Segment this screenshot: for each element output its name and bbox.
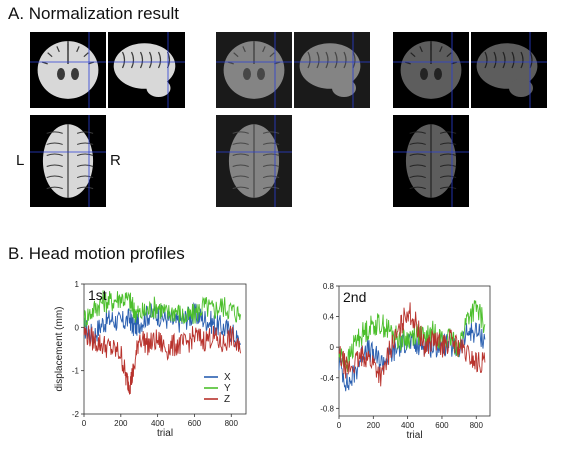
plot-frame: [338, 285, 491, 417]
y-axis-label: displacement (mm): [54, 306, 65, 391]
x-tick-label: 200: [114, 419, 128, 428]
y-tick-label: 1: [75, 280, 80, 289]
y-tick-label: 0: [75, 323, 80, 332]
y-tick-label: 0.4: [323, 313, 335, 322]
legend-label-x: X: [224, 372, 231, 383]
x-tick-label: 400: [401, 421, 415, 430]
motion-chart-1st: 0 200 400 600 800 -2 -1 0 1 1st trial displacement …: [0, 280, 290, 450]
y-tick-label: 0: [330, 343, 335, 352]
legend-label-y: Y: [224, 383, 231, 394]
brain-panel-run1-coronal: [216, 32, 292, 108]
series-line-z: [83, 325, 241, 395]
plot-frame: [83, 283, 247, 415]
y-tick-label: -1: [72, 367, 80, 376]
series-line-x: [83, 302, 241, 350]
run-label: 1st: [88, 287, 107, 303]
series-line-z: [338, 302, 486, 387]
run-label: 2nd: [343, 289, 366, 305]
y-tick-label: -2: [72, 410, 80, 419]
x-axis-label: trial: [406, 430, 422, 441]
brain-panel-run2-sagittal: [471, 32, 547, 108]
brain-panel-t1-axial: [30, 115, 106, 207]
brain-panel-run1-axial: [216, 115, 292, 207]
legend-label-z: Z: [224, 394, 230, 405]
brain-panel-run1-sagittal: [294, 32, 370, 108]
x-tick-label: 200: [367, 421, 381, 430]
left-marker: L: [16, 152, 25, 169]
panel-b-title: B. Head motion profiles: [8, 244, 185, 263]
y-tick-label: -0.8: [320, 404, 334, 413]
x-tick-label: 600: [188, 419, 202, 428]
x-tick-label: 400: [151, 419, 165, 428]
series-line-y: [83, 290, 241, 328]
right-marker: R: [110, 152, 121, 169]
x-tick-label: 0: [337, 421, 342, 430]
x-tick-label: 800: [225, 419, 239, 428]
y-tick-label: -0.4: [320, 374, 334, 383]
x-tick-label: 0: [82, 419, 87, 428]
x-tick-label: 600: [435, 421, 449, 430]
x-axis-label: trial: [157, 428, 173, 439]
motion-chart-2nd: 0 200 400 600 800 -0.8 -0.4 0 0.4 0.8 2nd trial: [290, 280, 575, 450]
brain-panel-run2-coronal: [393, 32, 469, 108]
brain-panel-t1-coronal: [30, 32, 106, 108]
panel-a-title: A. Normalization result: [8, 4, 180, 23]
brain-panel-t1-sagittal: [108, 32, 185, 108]
brain-panel-run2-axial: [393, 115, 469, 207]
y-tick-label: 0.8: [323, 282, 335, 291]
x-tick-label: 800: [470, 421, 484, 430]
